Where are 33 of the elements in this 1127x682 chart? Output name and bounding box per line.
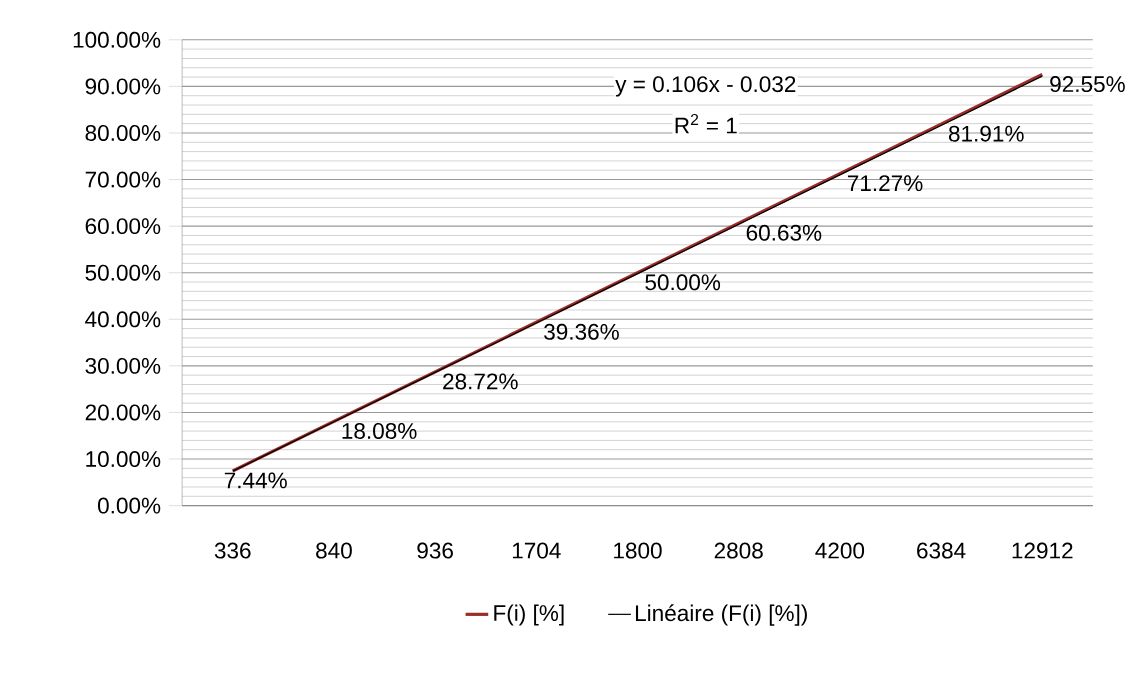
x-tick-label: 936 — [417, 542, 453, 559]
x-tick-label: 2808 — [714, 542, 763, 559]
data-label: 18.08% — [342, 423, 417, 440]
x-tick-label: 4200 — [815, 542, 865, 559]
data-label: 60.63% — [746, 224, 822, 241]
y-tick-label: 0.00% — [98, 497, 161, 514]
x-tick-label: 1800 — [614, 542, 662, 559]
y-tick-label: 40.00% — [85, 311, 161, 328]
y-tick-label: 70.00% — [85, 171, 161, 188]
annotation: y = 0.106x - 0.032 — [615, 76, 796, 97]
y-tick-label: 80.00% — [85, 125, 161, 142]
x-tick-label: 6384 — [917, 542, 966, 559]
data-label: 92.55% — [1050, 76, 1125, 93]
legend-label: Linéaire (F(i) [%]) — [635, 604, 807, 626]
y-tick-label: 90.00% — [85, 78, 161, 95]
data-label: 50.00% — [645, 274, 721, 291]
data-label: 81.91% — [948, 125, 1024, 142]
y-tick-label: 30.00% — [85, 357, 161, 374]
data-label: 28.72% — [443, 373, 518, 390]
y-tick-label: 60.00% — [85, 218, 161, 235]
data-label: 39.36% — [544, 323, 619, 340]
data-label: 7.44% — [224, 472, 287, 489]
x-tick-label: 12912 — [1012, 542, 1073, 559]
y-tick-label: 50.00% — [85, 264, 161, 281]
y-tick-label: 100.00% — [73, 31, 161, 48]
x-tick-label: 840 — [316, 542, 352, 559]
y-tick-label: 20.00% — [85, 404, 161, 421]
legend-label: F(i) [%] — [494, 604, 564, 626]
annotation: R$^{2}$ = 1 — [675, 114, 737, 134]
x-tick-label: 1704 — [512, 542, 561, 559]
x-tick-label: 336 — [214, 542, 251, 559]
y-tick-label: 10.00% — [86, 451, 161, 468]
data-label: 71.27% — [847, 175, 923, 192]
